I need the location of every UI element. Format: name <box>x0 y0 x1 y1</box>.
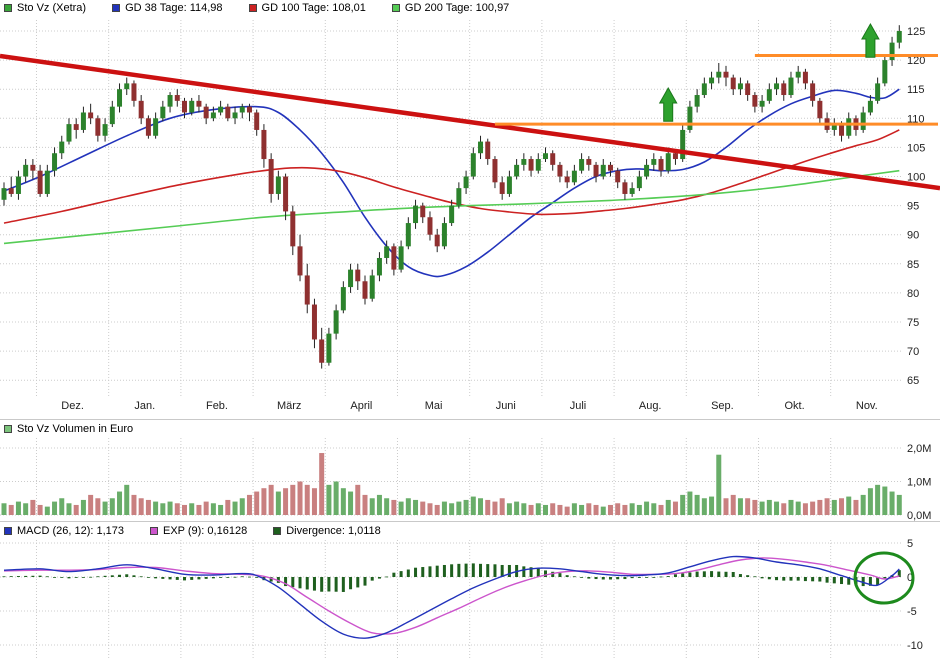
svg-text:Aug.: Aug. <box>639 400 662 412</box>
series-swatch-icon <box>4 4 12 12</box>
price-legend: Sto Vz (Xetra) GD 38 Tage: 114,98 GD 100… <box>4 1 509 15</box>
moving-averages <box>3 88 900 278</box>
ma-line <box>3 88 900 278</box>
svg-text:65: 65 <box>907 375 919 387</box>
panel-separator <box>0 521 940 522</box>
svg-text:Okt.: Okt. <box>785 400 805 412</box>
volume-legend: Sto Vz Volumen in Euro <box>4 422 133 436</box>
svg-text:April: April <box>350 400 372 412</box>
legend-item-symbol: Sto Vz (Xetra) <box>4 2 86 14</box>
svg-text:105: 105 <box>907 142 925 154</box>
svg-text:120: 120 <box>907 55 925 67</box>
candlesticks <box>1 25 902 369</box>
svg-text:90: 90 <box>907 230 919 242</box>
svg-text:0: 0 <box>907 572 913 584</box>
up-arrow-icon <box>861 22 880 58</box>
legend-label: GD 100 Tage: 108,01 <box>261 2 366 14</box>
svg-text:Jan.: Jan. <box>134 400 155 412</box>
svg-text:80: 80 <box>907 288 919 300</box>
svg-text:70: 70 <box>907 346 919 358</box>
legend-item-exp: EXP (9): 0,16128 <box>150 525 247 537</box>
svg-text:125: 125 <box>907 26 925 38</box>
legend-label: Sto Vz (Xetra) <box>17 2 87 14</box>
svg-text:75: 75 <box>907 317 919 329</box>
macd-line <box>3 555 900 639</box>
svg-text:Sep.: Sep. <box>711 400 734 412</box>
divergence-swatch-icon <box>273 527 282 535</box>
macd-highlight-circle <box>853 551 915 605</box>
macd-signal-line <box>3 557 900 635</box>
exp-swatch-icon <box>150 527 158 535</box>
volume-swatch-icon <box>4 425 12 433</box>
legend-label: MACD (26, 12): 1,173 <box>17 525 124 537</box>
legend-item-gd200: GD 200 Tage: 100,97 <box>391 2 510 14</box>
svg-text:-5: -5 <box>907 606 917 618</box>
gd200-swatch-icon <box>391 4 400 12</box>
legend-label: Sto Vz Volumen in Euro <box>17 423 134 435</box>
legend-label: GD 200 Tage: 100,97 <box>404 2 510 14</box>
svg-text:Nov.: Nov. <box>856 400 878 412</box>
svg-text:85: 85 <box>907 259 919 271</box>
downtrend-line <box>0 53 940 191</box>
svg-text:1,0M: 1,0M <box>907 477 931 489</box>
svg-text:Mai: Mai <box>425 400 443 412</box>
legend-item-divergence: Divergence: 1,0118 <box>273 525 381 537</box>
panel-separator <box>0 419 940 420</box>
up-arrow-icon <box>658 86 678 122</box>
svg-text:Juni: Juni <box>496 400 516 412</box>
svg-text:115: 115 <box>907 84 925 96</box>
axis-labels: 125 120 115 110 105 100 95 90 85 80 75 70 65 Dez. Jan.… <box>61 26 931 652</box>
gd38-swatch-icon <box>112 4 121 12</box>
macd-legend: MACD (26, 12): 1,173 EXP (9): 0,16128 Di… <box>4 524 381 538</box>
ma-line <box>3 129 900 224</box>
legend-item-gd38: GD 38 Tage: 114,98 <box>112 2 223 14</box>
gridlines <box>0 20 902 660</box>
svg-text:100: 100 <box>907 172 925 184</box>
legend-label: Divergence: 1,0118 <box>286 525 381 537</box>
legend-label: GD 38 Tage: 114,98 <box>125 2 223 14</box>
svg-text:-10: -10 <box>907 640 923 652</box>
macd-swatch-icon <box>4 527 12 535</box>
svg-text:110: 110 <box>907 113 925 125</box>
legend-item-gd100: GD 100 Tage: 108,01 <box>248 2 366 14</box>
svg-text:0,0M: 0,0M <box>907 510 931 522</box>
gd100-swatch-icon <box>248 4 257 12</box>
macd-histogram <box>2 563 901 592</box>
legend-label: EXP (9): 0,16128 <box>163 525 248 537</box>
volume-bars <box>1 453 902 515</box>
legend-item-volume: Sto Vz Volumen in Euro <box>4 423 133 435</box>
svg-text:2,0M: 2,0M <box>907 443 931 455</box>
svg-text:Feb.: Feb. <box>206 400 228 412</box>
svg-text:Juli: Juli <box>570 400 587 412</box>
svg-text:5: 5 <box>907 538 913 550</box>
legend-item-macd: MACD (26, 12): 1,173 <box>4 525 124 537</box>
svg-text:Dez.: Dez. <box>61 400 84 412</box>
ma-line <box>3 169 900 245</box>
svg-text:95: 95 <box>907 201 919 213</box>
svg-text:März: März <box>277 400 301 412</box>
